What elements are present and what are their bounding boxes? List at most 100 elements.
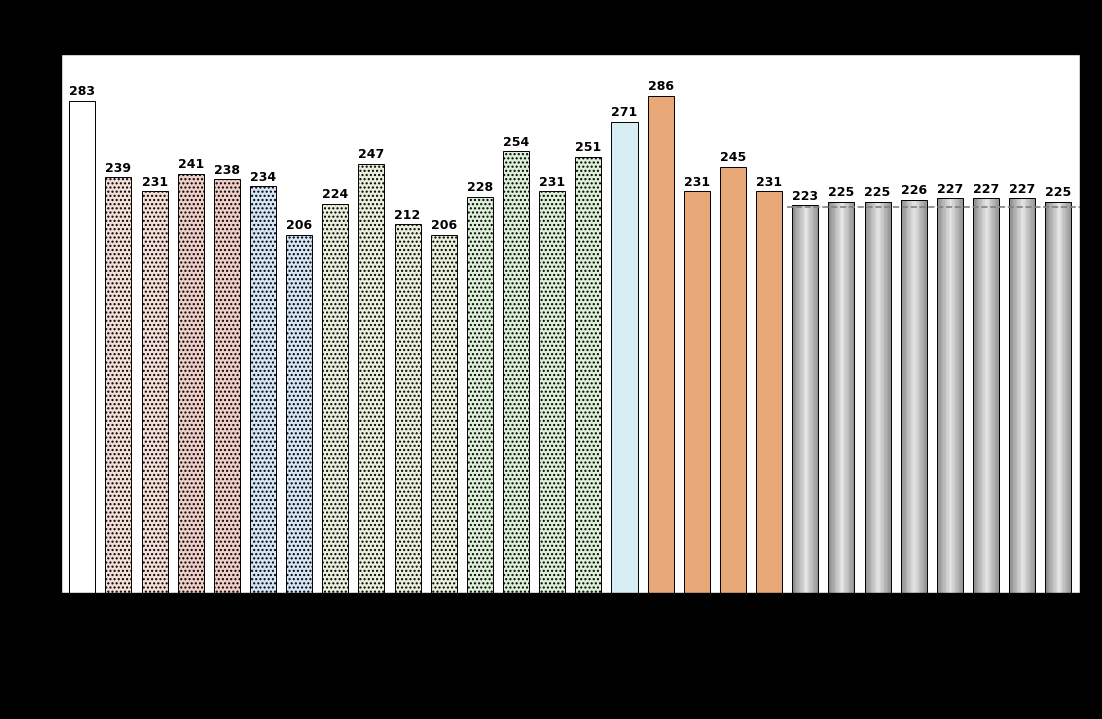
Bar — [831, 202, 832, 593]
Bar — [973, 198, 974, 593]
Bar — [878, 202, 880, 593]
Bar — [810, 205, 812, 593]
Bar — [910, 200, 911, 593]
Bar — [1046, 202, 1071, 593]
Bar — [996, 198, 997, 593]
Text: 239: 239 — [106, 162, 131, 175]
Bar — [843, 202, 844, 593]
Bar — [1048, 202, 1049, 593]
Bar — [877, 202, 878, 593]
Bar — [979, 198, 980, 593]
Bar — [801, 205, 802, 593]
Bar — [868, 202, 869, 593]
Bar — [839, 202, 840, 593]
Bar — [1017, 198, 1018, 593]
Bar — [865, 202, 866, 593]
Bar — [925, 200, 926, 593]
Bar — [873, 202, 874, 593]
Bar — [865, 202, 890, 593]
Bar — [900, 200, 901, 593]
Bar — [957, 198, 958, 593]
Bar — [991, 198, 993, 593]
Bar — [908, 200, 910, 593]
Bar — [1051, 202, 1054, 593]
Bar — [1012, 198, 1013, 593]
Text: 206: 206 — [431, 219, 457, 232]
Bar — [993, 198, 994, 593]
Bar — [838, 202, 839, 593]
Bar — [1056, 202, 1057, 593]
Bar — [648, 96, 673, 593]
Text: 224: 224 — [322, 188, 348, 201]
Bar — [953, 198, 955, 593]
Text: 225: 225 — [1045, 186, 1071, 199]
Bar — [850, 202, 851, 593]
Bar — [955, 198, 957, 593]
Bar — [1018, 198, 1019, 593]
Bar — [809, 205, 810, 593]
Bar — [1066, 202, 1068, 593]
Bar — [980, 198, 981, 593]
Text: 238: 238 — [214, 163, 240, 177]
Bar — [911, 200, 912, 593]
Bar — [835, 202, 836, 593]
Bar — [840, 202, 842, 593]
Bar — [1034, 198, 1035, 593]
Text: 227: 227 — [1009, 183, 1035, 196]
Bar — [918, 200, 919, 593]
Bar — [871, 202, 873, 593]
Text: 234: 234 — [250, 170, 277, 183]
Bar — [1033, 198, 1034, 593]
Bar — [829, 202, 830, 593]
Bar — [829, 202, 854, 593]
Bar — [806, 205, 807, 593]
Bar — [919, 200, 920, 593]
Text: 227: 227 — [937, 183, 963, 196]
Bar — [612, 122, 638, 593]
Bar — [1009, 198, 1011, 593]
Bar — [958, 198, 959, 593]
Text: 227: 227 — [973, 183, 1000, 196]
Bar — [815, 205, 817, 593]
Bar — [1026, 198, 1027, 593]
Bar — [792, 205, 819, 593]
Bar — [875, 202, 876, 593]
Bar — [888, 202, 889, 593]
Bar — [1049, 202, 1050, 593]
Text: 231: 231 — [141, 175, 168, 188]
Bar — [804, 205, 806, 593]
Bar — [921, 200, 922, 593]
Bar — [975, 198, 976, 593]
Bar — [1028, 198, 1030, 593]
Bar — [949, 198, 950, 593]
Bar — [842, 202, 843, 593]
Bar — [944, 198, 946, 593]
Bar — [941, 198, 942, 593]
Text: 231: 231 — [683, 175, 710, 188]
Bar — [539, 191, 565, 593]
Bar — [982, 198, 983, 593]
Bar — [795, 205, 796, 593]
Bar — [817, 205, 819, 593]
Bar — [250, 186, 276, 593]
Bar — [904, 200, 905, 593]
Bar — [867, 202, 868, 593]
Bar — [793, 205, 795, 593]
Bar — [988, 198, 990, 593]
Text: 223: 223 — [792, 190, 819, 203]
Bar — [1016, 198, 1017, 593]
Bar — [792, 205, 793, 593]
Text: 247: 247 — [358, 148, 385, 161]
Bar — [833, 202, 835, 593]
Bar — [1054, 202, 1055, 593]
Bar — [974, 198, 975, 593]
Text: 271: 271 — [612, 106, 638, 119]
Bar — [874, 202, 875, 593]
Bar — [69, 101, 95, 593]
Bar — [799, 205, 800, 593]
Bar — [796, 205, 798, 593]
Text: 231: 231 — [539, 175, 565, 188]
Bar — [882, 202, 883, 593]
Bar — [1009, 198, 1035, 593]
Bar — [986, 198, 987, 593]
